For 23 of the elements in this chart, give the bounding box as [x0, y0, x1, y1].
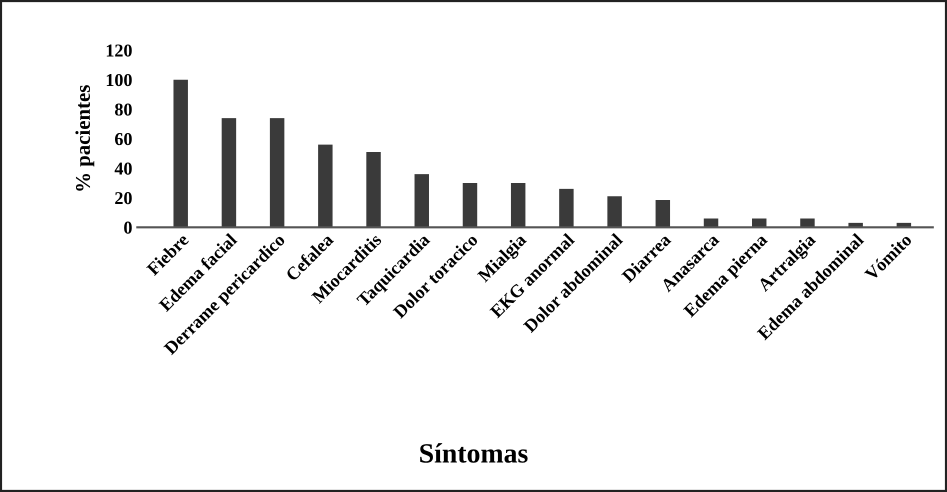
bar [510, 183, 526, 228]
y-tick-label: 60 [115, 133, 132, 146]
y-axis-title: % pacientes [75, 85, 94, 191]
bar [800, 218, 815, 228]
bar [559, 188, 574, 228]
bar [366, 152, 381, 228]
bar [222, 118, 236, 228]
bar [656, 200, 670, 228]
bar [607, 196, 622, 228]
bar [173, 80, 188, 228]
y-tick-label: 80 [115, 103, 132, 116]
x-axis-title: Síntomas [420, 443, 528, 463]
y-tick-label: 20 [115, 192, 132, 204]
bar [318, 144, 333, 228]
y-tick-label: 100 [106, 74, 132, 86]
bar [270, 118, 284, 228]
y-tick-label: 40 [114, 162, 132, 175]
bar [704, 218, 718, 228]
y-tick-label: 120 [106, 44, 132, 57]
y-tick-label: 0 [124, 222, 132, 234]
bar [414, 174, 429, 228]
bar [462, 183, 478, 228]
bar [752, 218, 766, 228]
